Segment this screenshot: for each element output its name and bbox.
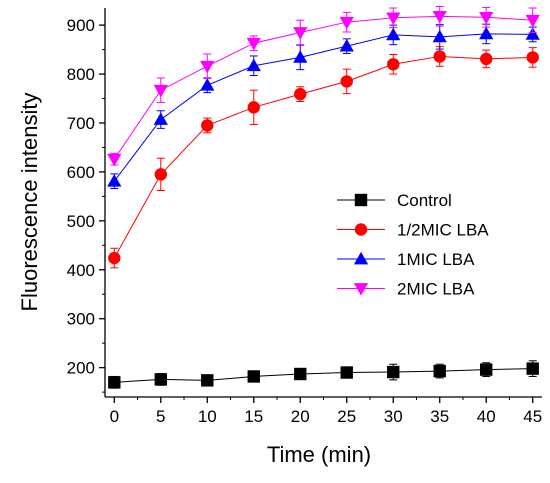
data-point (294, 367, 307, 381)
data-point (480, 363, 493, 376)
data-point (526, 51, 539, 64)
legend-entry: 1MIC LBA (337, 250, 475, 269)
data-point (293, 50, 308, 63)
series-line (114, 368, 533, 383)
data-point (386, 27, 401, 41)
legend-marker (353, 251, 369, 265)
legend-marker (354, 193, 368, 207)
data-point (153, 112, 168, 125)
legend-label: Control (397, 191, 452, 210)
data-point (387, 58, 400, 71)
x-axis-title: Time (min) (267, 442, 371, 467)
data-point (247, 370, 260, 383)
data-point (340, 75, 353, 88)
data-point (107, 153, 122, 167)
data-point (525, 27, 540, 40)
x-tick-label: 25 (337, 407, 356, 426)
x-tick-label: 35 (430, 407, 449, 426)
y-tick-label: 900 (67, 16, 95, 35)
data-point (526, 362, 539, 375)
data-point (340, 366, 353, 379)
data-point (201, 374, 214, 387)
data-point (432, 10, 447, 24)
series-1 (108, 46, 539, 269)
x-tick-label: 20 (291, 407, 310, 426)
data-point (246, 58, 261, 72)
legend-label: 1MIC LBA (397, 250, 475, 269)
y-tick-label: 300 (67, 310, 95, 329)
data-point (480, 52, 493, 66)
data-point (247, 101, 260, 114)
series-3 (107, 6, 540, 167)
y-tick-label: 400 (67, 261, 95, 280)
ticks-layer: 0 5 10 15 20 25 30 35 40 45 200 300 400 500 600 700 800 9… (67, 16, 543, 426)
y-tick-label: 600 (67, 163, 95, 182)
series-2 (107, 23, 540, 190)
data-point (201, 119, 214, 132)
x-tick-label: 5 (156, 407, 165, 426)
y-axis-title: Fluorescence intensity (17, 93, 42, 312)
data-point (294, 87, 307, 101)
x-tick-label: 15 (244, 407, 263, 426)
data-point (153, 84, 168, 98)
x-tick-label: 45 (523, 407, 542, 426)
data-point (339, 16, 354, 30)
data-point (108, 376, 121, 389)
legend-marker (354, 223, 368, 236)
y-tick-label: 700 (67, 114, 95, 133)
series-layer (107, 6, 540, 389)
legend-marker (353, 283, 369, 296)
legend-label: 1/2MIC LBA (397, 221, 489, 240)
y-tick-label: 500 (67, 212, 95, 231)
data-point (246, 37, 261, 51)
data-point (200, 60, 215, 74)
legend-label: 2MIC LBA (397, 280, 475, 299)
data-point (479, 26, 494, 40)
data-point (154, 373, 167, 386)
series-line (113, 55, 533, 259)
y-tick-label: 200 (67, 359, 95, 378)
data-point (433, 50, 446, 63)
data-point (108, 251, 121, 265)
axes-layer (104, 8, 542, 398)
legend-entry: 2MIC LBA (337, 280, 475, 299)
x-tick-label: 30 (384, 407, 403, 426)
data-point (432, 29, 447, 43)
legend: Control 1/2MIC LBA 1MIC LBA 2MIC LBA (337, 191, 489, 299)
x-tick-label: 10 (198, 407, 217, 426)
data-point (479, 11, 494, 25)
x-tick-label: 40 (477, 407, 496, 426)
legend-entry: Control (337, 191, 452, 210)
series-line (113, 33, 533, 182)
data-point (293, 27, 308, 40)
data-point (339, 39, 354, 52)
data-point (525, 14, 540, 28)
data-point (386, 12, 401, 25)
data-point (433, 364, 446, 378)
data-point (107, 174, 122, 187)
data-point (154, 168, 167, 181)
y-tick-label: 800 (67, 65, 95, 84)
x-tick-label: 0 (110, 407, 119, 426)
series-0 (108, 360, 539, 389)
data-point (200, 78, 215, 91)
legend-entry: 1/2MIC LBA (337, 221, 489, 240)
data-point (387, 365, 400, 379)
series-line (113, 15, 533, 160)
